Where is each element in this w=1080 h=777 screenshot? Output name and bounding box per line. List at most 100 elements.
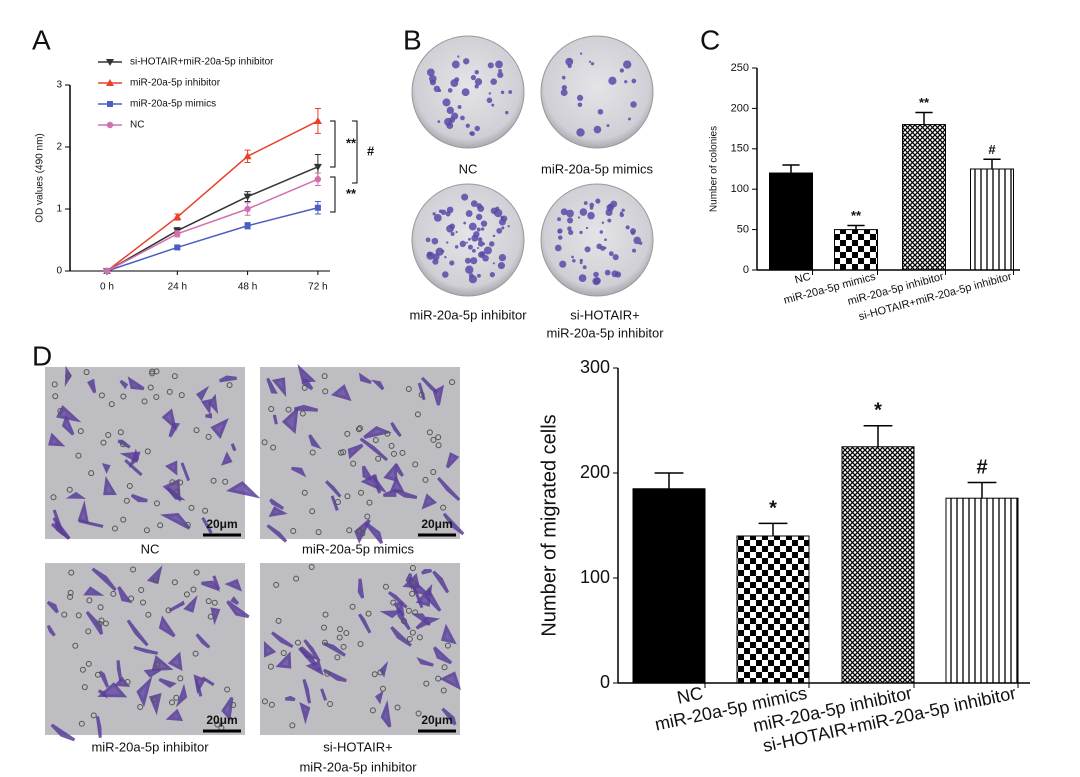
- colony: [584, 246, 591, 253]
- cell: [440, 623, 457, 645]
- colony: [639, 241, 643, 245]
- pore: [268, 405, 275, 412]
- pore: [224, 686, 231, 693]
- colony: [435, 247, 444, 256]
- cell: [127, 376, 145, 391]
- colony: [474, 125, 480, 132]
- error-bar: [983, 158, 1001, 169]
- pore: [72, 642, 79, 649]
- cell: [437, 476, 461, 501]
- micrograph: [45, 367, 245, 539]
- colony: [492, 234, 496, 238]
- micrograph-caption: miR-20a-5p inhibitor: [91, 739, 209, 754]
- colony: [566, 209, 574, 218]
- colony: [461, 88, 470, 97]
- colony: [607, 218, 612, 223]
- colony: [496, 227, 503, 234]
- cell: [432, 384, 445, 406]
- colony: [505, 110, 509, 115]
- colony: [442, 271, 449, 278]
- scale-bar-label: 20μm: [206, 517, 237, 531]
- pore: [394, 704, 401, 711]
- y-axis-label: Number of colonies: [709, 126, 720, 212]
- annotation: #: [367, 143, 375, 158]
- pore: [128, 595, 135, 602]
- colony: [433, 85, 441, 93]
- colony: [470, 74, 477, 81]
- pore: [86, 597, 93, 604]
- cell: [196, 385, 210, 402]
- cell: [224, 578, 243, 592]
- cell: [424, 587, 442, 612]
- cell: [302, 678, 311, 704]
- cell: [387, 591, 408, 609]
- colony: [480, 220, 488, 227]
- colony: [477, 240, 484, 247]
- colony: [461, 193, 469, 201]
- pore: [77, 428, 84, 435]
- pore: [340, 643, 347, 650]
- point: [313, 163, 322, 171]
- colony: [488, 241, 495, 247]
- cell: [220, 451, 233, 466]
- colony: [593, 125, 602, 134]
- cell: [415, 616, 441, 630]
- pore: [141, 398, 148, 405]
- colony: [442, 98, 451, 107]
- pore: [98, 392, 105, 399]
- pore: [285, 406, 292, 413]
- pore: [261, 439, 268, 446]
- cell: [126, 619, 149, 647]
- colony: [579, 261, 583, 265]
- colony: [488, 92, 492, 95]
- error-bar: [654, 472, 684, 489]
- pore: [384, 430, 391, 437]
- y-axis-label: Number of migrated cells: [538, 414, 560, 636]
- pore: [124, 678, 131, 685]
- cell: [166, 486, 186, 501]
- colony: [557, 217, 561, 222]
- colony: [619, 68, 625, 73]
- error-bar: [915, 111, 933, 125]
- cell: [284, 695, 296, 702]
- pore: [153, 393, 160, 400]
- pore: [108, 401, 115, 408]
- cell: [230, 596, 240, 605]
- y-tick-label: 200: [580, 462, 610, 482]
- pore: [426, 429, 433, 436]
- pore: [207, 613, 214, 620]
- pore: [320, 624, 327, 631]
- cell: [297, 364, 317, 383]
- annotation: **: [346, 186, 357, 201]
- pore: [322, 611, 329, 618]
- legend-label: miR-20a-5p inhibitor: [130, 78, 221, 89]
- colony: [572, 258, 576, 263]
- pore: [321, 373, 328, 380]
- colony: [469, 131, 473, 135]
- pore: [371, 671, 378, 678]
- pore: [412, 609, 419, 616]
- cell: [133, 645, 159, 655]
- y-tick-label: 3: [56, 80, 62, 91]
- annotation: **: [851, 208, 862, 223]
- pore: [190, 586, 197, 593]
- panel-label: C: [700, 24, 720, 55]
- cell: [432, 570, 450, 594]
- cell: [271, 631, 294, 649]
- pore: [137, 703, 144, 710]
- cell: [165, 708, 184, 722]
- pore: [120, 393, 127, 400]
- pore: [154, 661, 161, 668]
- colony: [441, 249, 445, 253]
- cell: [210, 607, 221, 626]
- pore: [123, 497, 130, 504]
- pore: [75, 612, 82, 619]
- colony: [492, 262, 495, 265]
- cell: [308, 434, 322, 450]
- pore: [388, 442, 395, 449]
- pore: [377, 669, 384, 676]
- bar: [736, 535, 810, 684]
- colony: [457, 104, 462, 109]
- pore: [435, 675, 442, 682]
